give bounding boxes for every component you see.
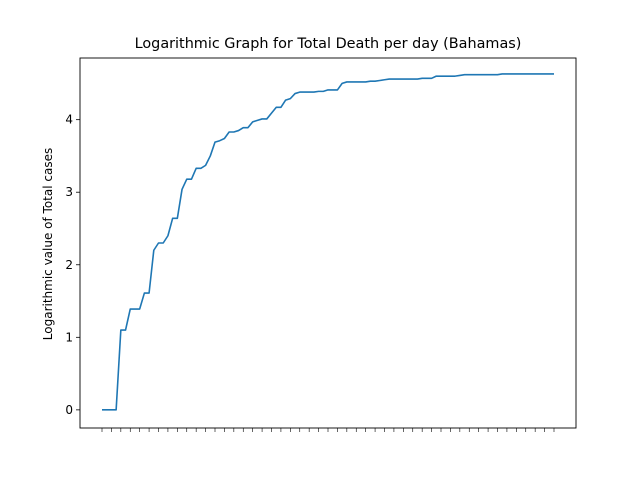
y-tick-label: 1: [65, 330, 73, 344]
y-axis-label: Logarithmic value of Total cases: [41, 148, 55, 340]
series-line: [102, 73, 554, 411]
chart-title: Logarithmic Graph for Total Death per da…: [135, 36, 522, 52]
y-tick-label: 0: [65, 403, 73, 417]
y-tick-label: 3: [65, 185, 73, 199]
y-axis-ticks: 0 1 2 3 4: [65, 113, 80, 417]
x-axis-ticks: [101, 428, 555, 432]
y-tick-label: 4: [65, 113, 73, 127]
plot-frame: [79, 57, 577, 429]
y-tick-label: 2: [65, 258, 73, 272]
plot-lines: [102, 73, 554, 411]
